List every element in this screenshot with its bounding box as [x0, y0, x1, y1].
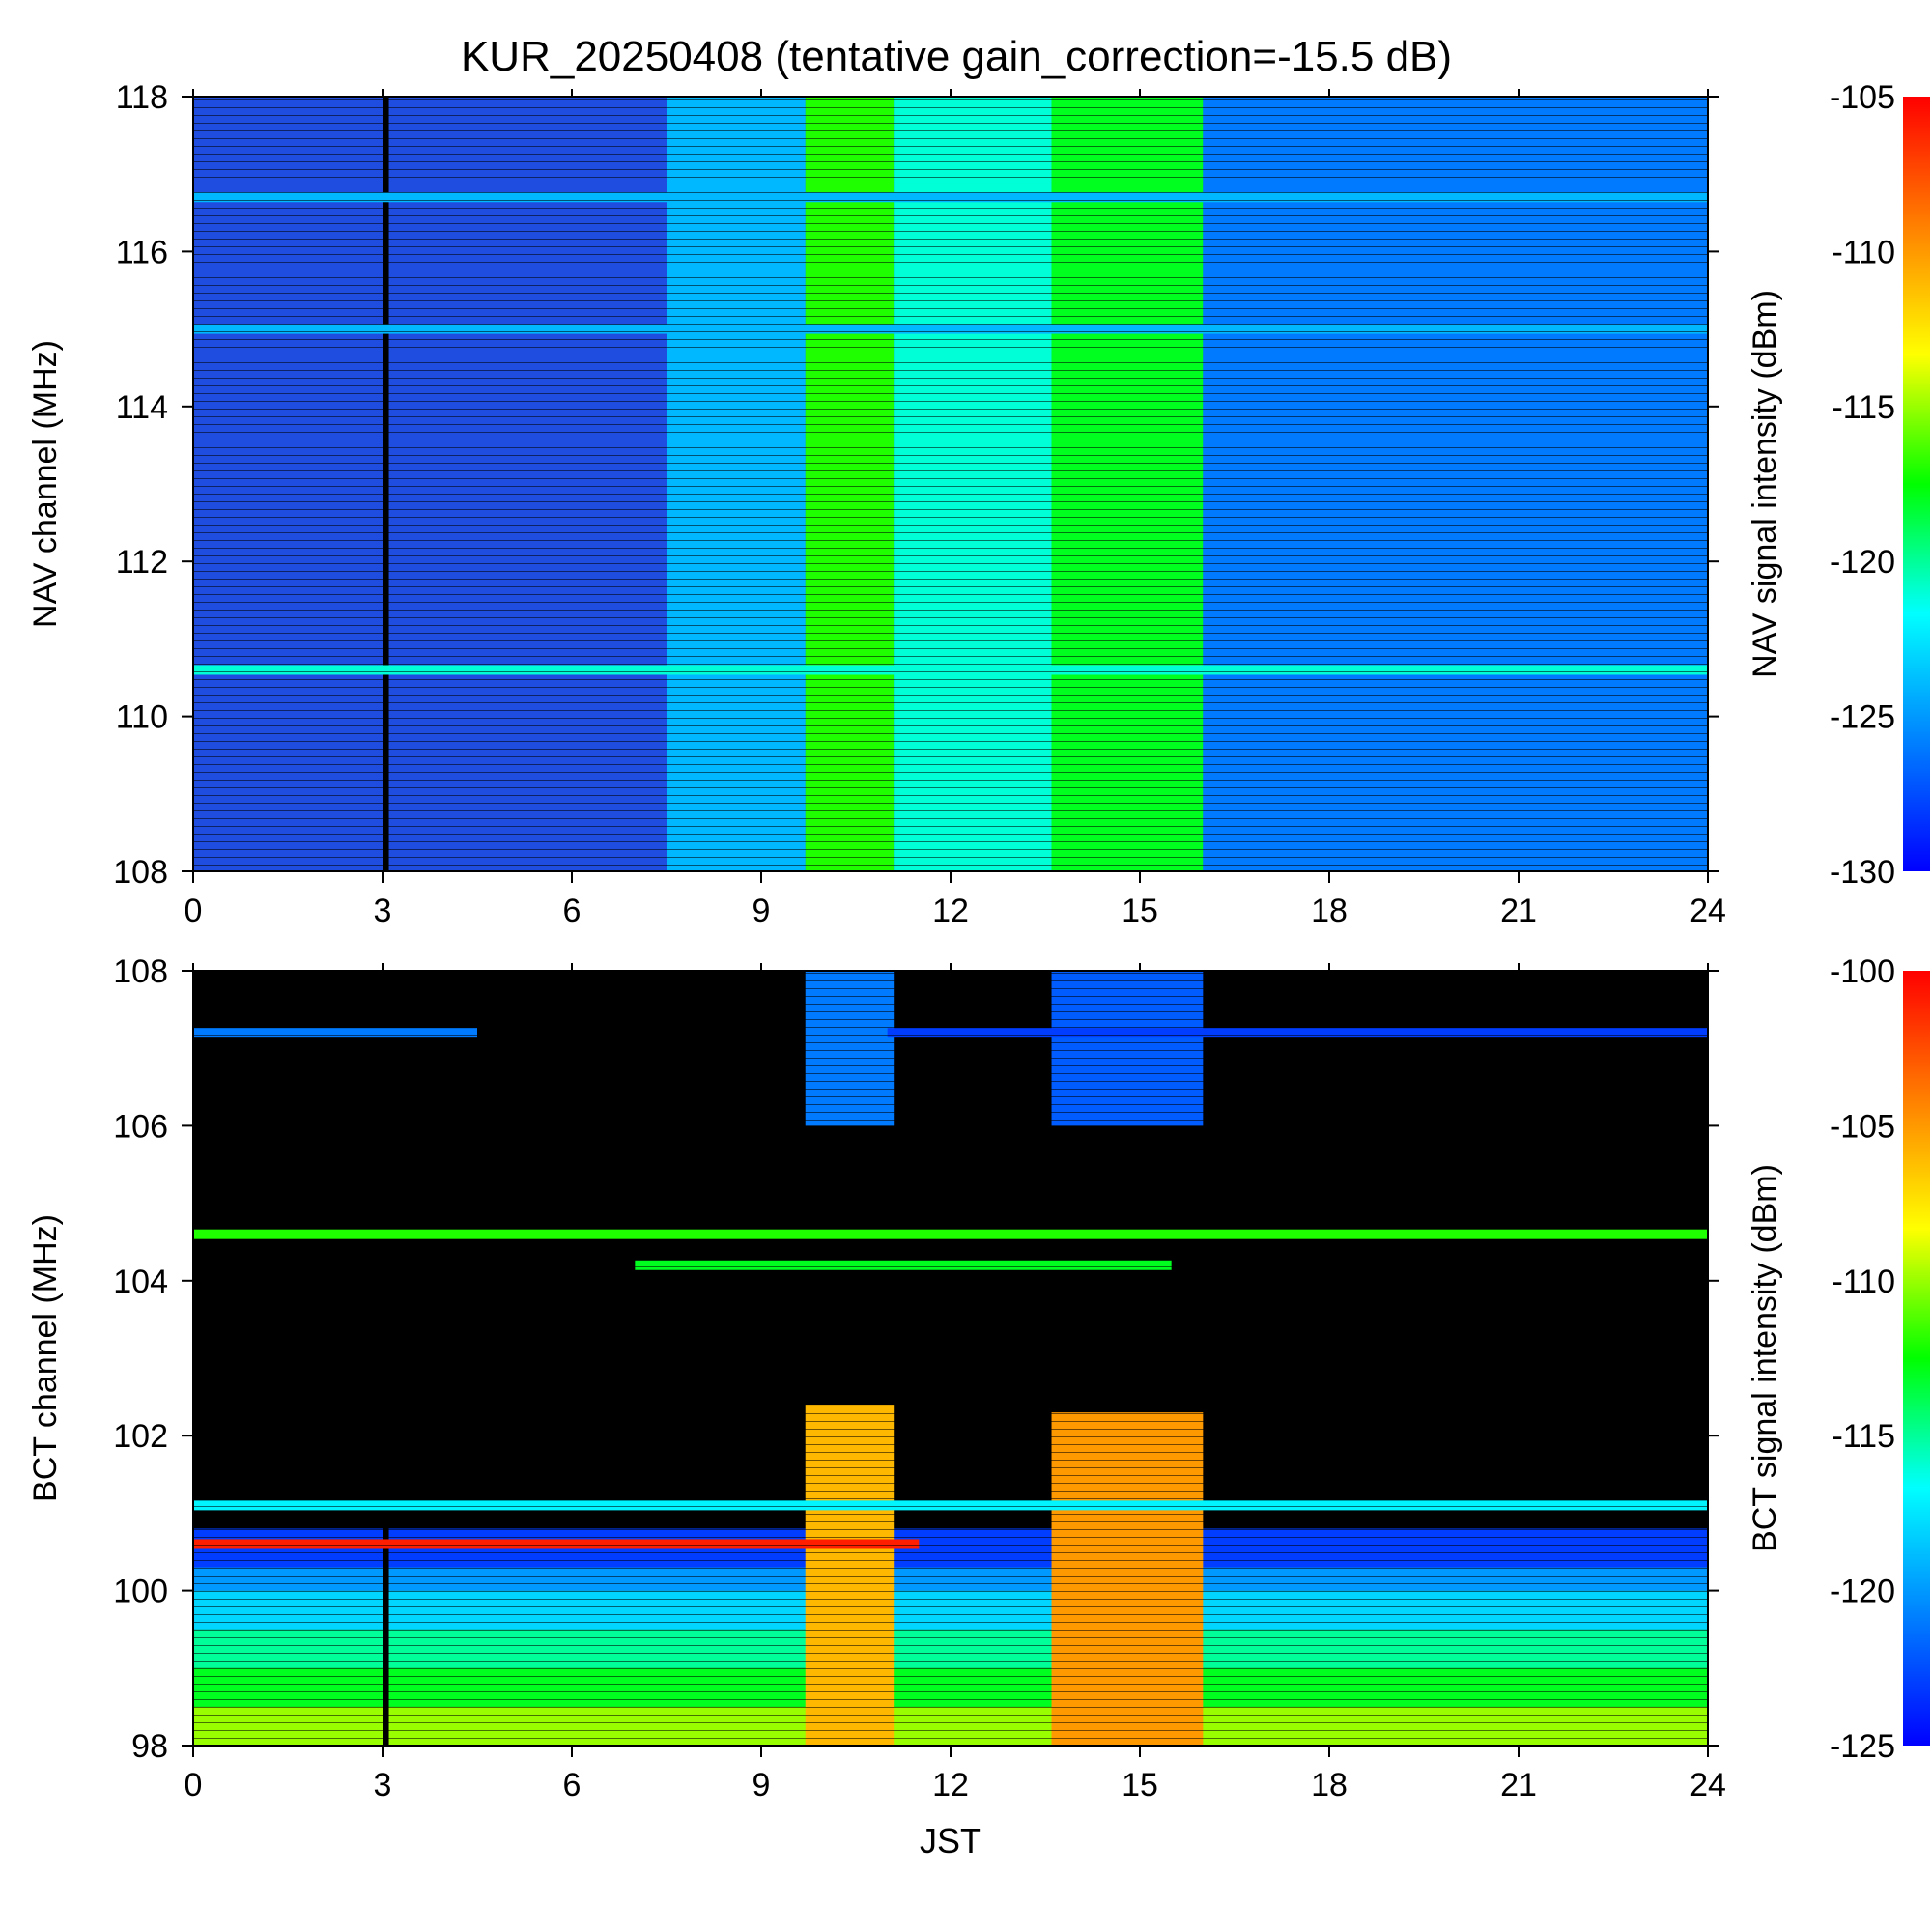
nav-x-tick-label: 12 [932, 893, 969, 929]
nav-y-tick-label: 108 [113, 854, 168, 891]
bct-x-tick-label: 6 [563, 1767, 582, 1804]
bct-row-separators [193, 971, 1708, 1746]
nav-x-tick-label: 0 [185, 893, 203, 929]
nav-colorbar-tick-label: -130 [1830, 854, 1895, 891]
nav-x-tick-label: 18 [1311, 893, 1348, 929]
nav-x-tick-label: 21 [1500, 893, 1537, 929]
bct-x-tick-label: 18 [1311, 1767, 1348, 1804]
bct-y-tick-label: 104 [113, 1264, 168, 1300]
bct-x-tick-label: 0 [185, 1767, 203, 1804]
bct-x-tick-label: 24 [1690, 1767, 1726, 1804]
nav-axes: 0 3 6 9 12 15 18 21 24 108 110 112 114 116 118 [113, 79, 1726, 929]
bct-colorbar-tick-label: -105 [1830, 1108, 1895, 1145]
nav-colorbar-tick-label: -110 [1832, 234, 1895, 270]
nav-colorbar-ticks: -130 -125 -120 -115 -110 -105 [1830, 79, 1895, 891]
bct-axes: 0 3 6 9 12 15 18 21 24 98 100 102 104 106 108 [113, 953, 1726, 1804]
bct-x-tick-label: 15 [1122, 1767, 1158, 1804]
bct-colorbar [1903, 971, 1930, 1746]
bct-y-tick-label: 108 [113, 953, 168, 990]
bct-colorbar-tick-label: -120 [1830, 1574, 1895, 1610]
nav-x-tick-label: 6 [563, 893, 582, 929]
bct-y-axis-label: BCT channel (MHz) [27, 1214, 64, 1502]
nav-panel: 0 3 6 9 12 15 18 21 24 108 110 112 114 116 118 NAV cha… [27, 79, 1930, 929]
bct-y-tick-label: 106 [113, 1108, 168, 1145]
bct-x-tick-label: 21 [1500, 1767, 1537, 1804]
nav-y-axis-label: NAV channel (MHz) [27, 340, 64, 628]
bct-x-tick-label: 9 [753, 1767, 771, 1804]
nav-y-tick-label: 116 [116, 234, 168, 270]
bct-y-tick-label: 100 [113, 1574, 168, 1610]
nav-colorbar-tick-label: -115 [1832, 389, 1895, 426]
nav-row-separators [193, 97, 1708, 871]
bct-colorbar-tick-label: -125 [1830, 1728, 1895, 1765]
bct-x-axis-label: JST [920, 1821, 981, 1861]
bct-colorbar-tick-label: -110 [1832, 1264, 1895, 1300]
nav-y-tick-label: 114 [116, 389, 168, 426]
bct-colorbar-ticks: -125 -120 -115 -110 -105 -100 [1830, 953, 1895, 1765]
nav-colorbar-tick-label: -120 [1830, 544, 1895, 581]
nav-y-tick-label: 118 [116, 79, 168, 116]
bct-colorbar-tick-label: -115 [1832, 1418, 1895, 1455]
bct-colorbar-tick-label: -100 [1830, 953, 1895, 990]
bct-panel: 0 3 6 9 12 15 18 21 24 98 100 102 104 106 108 BCT chan… [27, 953, 1930, 1861]
nav-x-tick-label: 15 [1122, 893, 1158, 929]
nav-colorbar-tick-label: -125 [1830, 699, 1895, 736]
nav-y-tick-label: 112 [116, 544, 168, 581]
nav-x-tick-label: 9 [753, 893, 771, 929]
nav-colorbar-tick-label: -105 [1830, 79, 1895, 116]
nav-x-tick-label: 24 [1690, 893, 1726, 929]
bct-y-tick-label: 102 [113, 1418, 168, 1455]
bct-x-tick-label: 3 [374, 1767, 392, 1804]
nav-y-tick-label: 110 [116, 699, 168, 736]
bct-x-tick-label: 12 [932, 1767, 969, 1804]
nav-colorbar-label: NAV signal intensity (dBm) [1747, 290, 1783, 678]
nav-colorbar [1903, 97, 1930, 871]
bct-colorbar-label: BCT signal intensity (dBm) [1747, 1164, 1783, 1552]
figure-title: KUR_20250408 (tentative gain_correction=… [461, 33, 1452, 80]
bct-y-tick-label: 98 [131, 1728, 168, 1765]
nav-x-tick-label: 3 [374, 893, 392, 929]
